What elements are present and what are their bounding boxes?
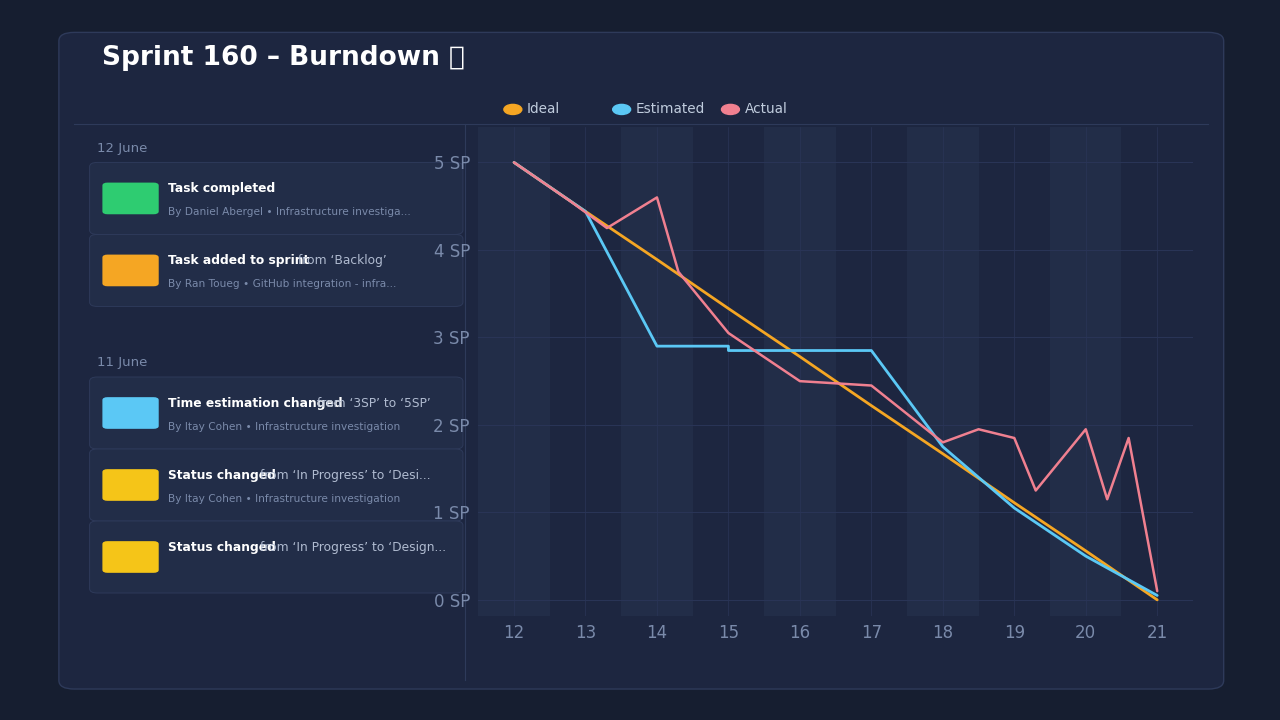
Bar bbox=[621, 127, 692, 616]
Bar bbox=[550, 127, 621, 616]
FancyBboxPatch shape bbox=[102, 183, 159, 215]
Bar bbox=[836, 127, 908, 616]
FancyBboxPatch shape bbox=[90, 377, 463, 449]
Text: By Ran Toueg • GitHub integration - infra...: By Ran Toueg • GitHub integration - infr… bbox=[168, 279, 396, 289]
FancyBboxPatch shape bbox=[90, 163, 463, 235]
Text: By Itay Cohen • Infrastructure investigation: By Itay Cohen • Infrastructure investiga… bbox=[168, 422, 399, 432]
FancyBboxPatch shape bbox=[59, 32, 1224, 689]
FancyBboxPatch shape bbox=[90, 449, 463, 521]
Bar bbox=[1121, 127, 1193, 616]
Text: from ‘In Progress’ to ‘Desi...: from ‘In Progress’ to ‘Desi... bbox=[256, 469, 431, 482]
Text: Task added to sprint: Task added to sprint bbox=[168, 254, 308, 267]
Text: 12 June: 12 June bbox=[97, 142, 147, 155]
FancyBboxPatch shape bbox=[90, 235, 463, 307]
Bar bbox=[908, 127, 979, 616]
Bar bbox=[479, 127, 550, 616]
Text: Time estimation changed: Time estimation changed bbox=[168, 397, 342, 410]
FancyBboxPatch shape bbox=[102, 397, 159, 429]
Text: Actual: Actual bbox=[745, 102, 787, 117]
Text: Task completed: Task completed bbox=[168, 182, 275, 195]
Text: 11 June: 11 June bbox=[97, 356, 147, 369]
Bar bbox=[692, 127, 764, 616]
Text: Status changed: Status changed bbox=[168, 541, 275, 554]
Bar bbox=[979, 127, 1050, 616]
Text: from ‘In Progress’ to ‘Design...: from ‘In Progress’ to ‘Design... bbox=[256, 541, 447, 554]
Bar bbox=[764, 127, 836, 616]
Text: By Itay Cohen • Infrastructure investigation: By Itay Cohen • Infrastructure investiga… bbox=[168, 494, 399, 504]
FancyBboxPatch shape bbox=[90, 521, 463, 593]
FancyBboxPatch shape bbox=[102, 469, 159, 501]
Text: from ‘3SP’ to ‘5SP’: from ‘3SP’ to ‘5SP’ bbox=[314, 397, 431, 410]
Text: from ‘Backlog’: from ‘Backlog’ bbox=[294, 254, 387, 267]
Text: Status changed: Status changed bbox=[168, 469, 275, 482]
Bar bbox=[1050, 127, 1121, 616]
Text: Estimated: Estimated bbox=[636, 102, 705, 117]
Text: By Daniel Abergel • Infrastructure investiga...: By Daniel Abergel • Infrastructure inves… bbox=[168, 207, 411, 217]
Text: Sprint 160 – Burndown 🔥: Sprint 160 – Burndown 🔥 bbox=[102, 45, 465, 71]
FancyBboxPatch shape bbox=[102, 255, 159, 287]
FancyBboxPatch shape bbox=[102, 541, 159, 573]
Text: Ideal: Ideal bbox=[527, 102, 561, 117]
